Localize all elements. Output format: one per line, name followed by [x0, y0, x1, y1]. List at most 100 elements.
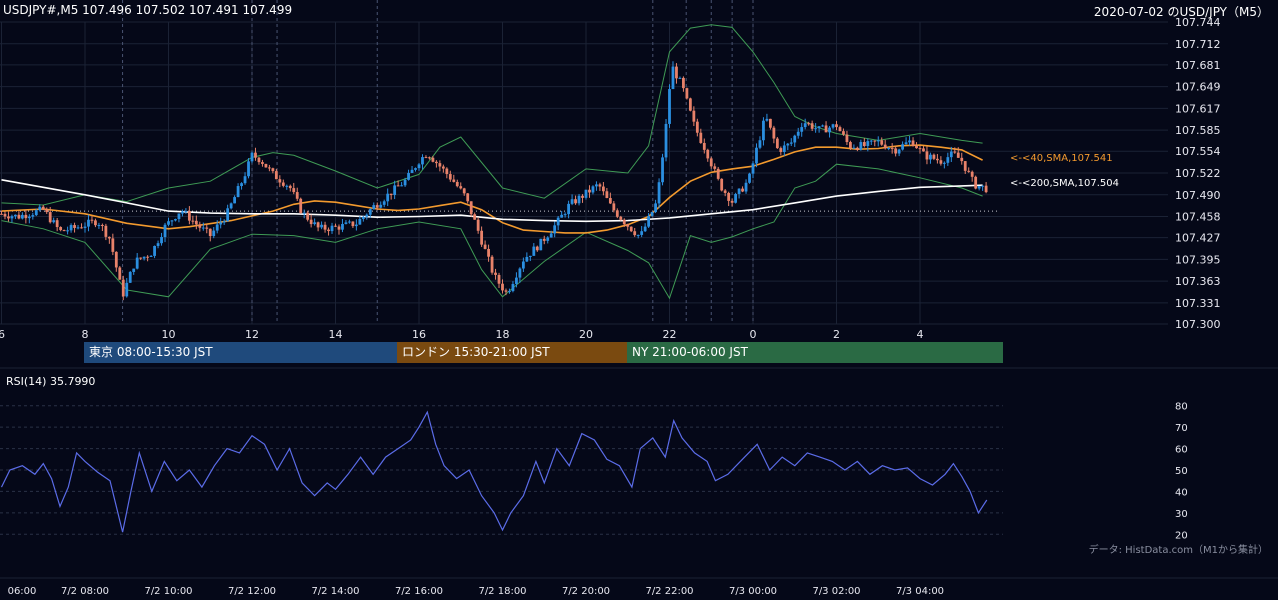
candle-body: [163, 224, 167, 238]
candle-body: [17, 214, 21, 219]
candle-body: [215, 224, 219, 231]
candle-body: [330, 225, 334, 232]
candle-body: [633, 231, 637, 236]
candle-body: [38, 206, 42, 211]
time-tick-label: 7/2 14:00: [311, 586, 359, 597]
candle-body: [476, 219, 480, 231]
rsi-tick-label: 20: [1175, 530, 1188, 541]
candle-body: [762, 120, 765, 141]
candle-body: [48, 212, 52, 223]
chart-title: 2020-07-02 のUSD/JPY（M5）: [1093, 5, 1269, 19]
candle-body: [699, 132, 703, 143]
candle-body: [800, 127, 804, 132]
data-source-note: データ: HistData.com（M1から集計）: [1088, 545, 1268, 556]
candle-body: [866, 141, 870, 146]
hour-tick-label: 14: [329, 328, 343, 341]
candles: [0, 61, 988, 301]
candle-body: [946, 157, 950, 163]
rsi-tick-label: 80: [1175, 402, 1188, 413]
candle-body: [76, 227, 80, 229]
candle-body: [838, 127, 842, 132]
candle-body: [250, 152, 254, 162]
candle-body: [748, 173, 751, 183]
candle-body: [570, 199, 574, 204]
candle-body: [615, 210, 619, 217]
hour-tick-label: 12: [245, 328, 259, 341]
candle-body: [187, 210, 191, 221]
candle-body: [828, 127, 831, 133]
candle-body: [956, 152, 960, 158]
candle-body: [497, 274, 501, 284]
price-grid: [0, 21, 1168, 325]
candle-body: [584, 189, 588, 198]
candle-body: [295, 192, 299, 199]
candle-body: [588, 189, 591, 193]
candle-body: [114, 251, 118, 268]
candle-body: [796, 131, 800, 136]
price-tick-label: 107.300: [1175, 318, 1221, 331]
candle-body: [504, 290, 508, 292]
candle-body: [925, 151, 929, 160]
candle-body: [62, 230, 66, 232]
candle-body: [302, 212, 306, 214]
candle-body: [835, 124, 838, 128]
candle-body: [532, 246, 536, 256]
candle-body: [779, 148, 783, 152]
candle-body: [299, 198, 303, 213]
candle-body: [448, 174, 452, 180]
candle-body: [842, 131, 845, 135]
candle-body: [344, 222, 348, 224]
candle-body: [313, 222, 317, 225]
time-axis: 06:00 7/2 08:00 7/2 10:00 7/2 12:00 7/2 14:0…: [8, 586, 944, 597]
hour-tick-label: 22: [663, 328, 677, 341]
candle-body: [69, 225, 73, 231]
candle-body: [730, 200, 734, 203]
candle-body: [859, 142, 863, 150]
candle-body: [452, 179, 456, 182]
candle-body: [932, 154, 936, 159]
candle-body: [59, 227, 63, 231]
candle-body: [80, 227, 83, 229]
time-tick-label: 7/2 12:00: [228, 586, 276, 597]
candle-body: [264, 163, 268, 168]
candle-body: [821, 125, 824, 127]
candle-body: [942, 162, 946, 164]
candle-body: [810, 123, 814, 129]
rsi-axis: 20 30 40 50 60 70 80: [1175, 402, 1188, 542]
candle-body: [581, 195, 584, 198]
candle-body: [45, 209, 49, 213]
candle-body: [278, 179, 282, 183]
candle-body: [396, 185, 400, 187]
candle-body: [379, 204, 383, 208]
candle-body: [358, 218, 362, 225]
candle-body: [939, 160, 943, 164]
candle-body: [535, 246, 539, 251]
candle-body: [643, 226, 647, 232]
price-tick-label: 107.363: [1175, 275, 1221, 288]
candle-body: [24, 214, 28, 219]
candle-body: [671, 66, 675, 90]
hour-tick-label: 10: [162, 328, 176, 341]
candle-body: [515, 277, 518, 284]
candle-body: [254, 152, 257, 158]
candle-body: [984, 185, 988, 193]
sma200-label: <-<200,SMA,107.504: [1010, 178, 1119, 189]
sma40-label: <-<40,SMA,107.541: [1010, 153, 1113, 164]
rsi-label: RSI(14) 35.7990: [6, 375, 96, 388]
candle-body: [897, 149, 901, 154]
candle-body: [567, 203, 571, 215]
candle-body: [695, 121, 699, 133]
candle-body: [107, 236, 111, 239]
candle-body: [66, 230, 70, 232]
candle-body: [441, 166, 445, 169]
candle-body: [612, 203, 616, 211]
candle-body: [549, 233, 553, 238]
candle-body: [3, 213, 7, 217]
candle-body: [459, 186, 463, 189]
candle-body: [911, 140, 915, 146]
candle-body: [428, 157, 431, 159]
bollinger-lower: [1, 163, 983, 300]
candle-body: [901, 144, 905, 150]
candle-body: [118, 267, 122, 280]
